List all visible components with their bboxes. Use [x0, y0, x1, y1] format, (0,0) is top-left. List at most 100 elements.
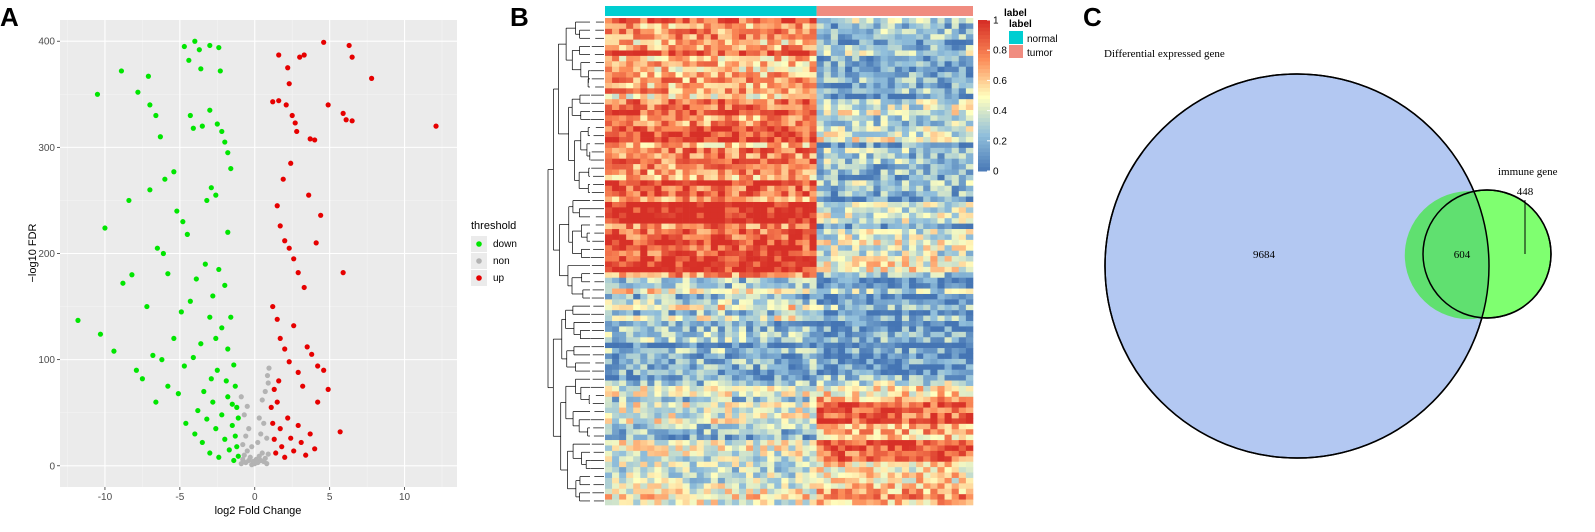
heatmap-cell — [696, 61, 705, 67]
heatmap-cell — [633, 39, 641, 46]
heatmap-cell — [767, 72, 775, 78]
heatmap-cell — [951, 88, 960, 95]
heatmap-cell — [866, 218, 874, 224]
heatmap-cell — [916, 239, 924, 246]
heatmap-cell — [661, 180, 669, 187]
heatmap-cell — [894, 385, 903, 392]
heatmap-cell — [930, 299, 938, 306]
heatmap-cell — [612, 369, 620, 376]
heatmap-cell — [958, 34, 967, 40]
heatmap-cell — [887, 164, 896, 170]
heatmap-cell — [880, 50, 888, 57]
heatmap-cell — [703, 429, 712, 435]
data-point-up — [340, 270, 346, 276]
heatmap-cell — [760, 93, 768, 100]
heatmap-cell — [795, 272, 803, 279]
heatmap-cell — [781, 364, 789, 371]
heatmap-cell — [916, 234, 924, 241]
heatmap-cell — [837, 164, 846, 170]
heatmap-cell — [944, 472, 952, 479]
heatmap-cell — [661, 55, 669, 62]
heatmap-cell — [767, 191, 775, 197]
heatmap-cell — [880, 234, 888, 241]
heatmap-cell — [866, 99, 874, 105]
heatmap-cell — [837, 256, 846, 262]
heatmap-cell — [951, 34, 960, 40]
heatmap-cell — [717, 315, 726, 322]
heatmap-cell — [731, 207, 740, 214]
heatmap-cell — [845, 169, 853, 176]
heatmap-cell — [746, 380, 754, 387]
heatmap-cell — [633, 472, 641, 479]
heatmap-cell — [809, 283, 817, 289]
data-point-down — [225, 229, 231, 235]
heatmap-cell — [930, 28, 938, 35]
heatmap-cell — [619, 50, 627, 57]
heatmap-cell — [816, 99, 825, 105]
heatmap-cell — [951, 407, 960, 414]
heatmap-cell — [753, 358, 761, 365]
heatmap-cell — [788, 142, 796, 149]
heatmap-cell — [788, 429, 796, 435]
heatmap-cell — [788, 423, 796, 430]
heatmap-cell — [944, 153, 952, 159]
heatmap-cell — [923, 218, 931, 224]
heatmap-cell — [802, 391, 810, 398]
heatmap-cell — [696, 115, 705, 122]
heatmap-cell — [873, 66, 881, 73]
heatmap-cell — [887, 23, 896, 30]
data-point-up — [313, 240, 319, 246]
heatmap-cell — [852, 234, 860, 241]
heatmap-cell — [654, 413, 662, 419]
heatmap-cell — [654, 153, 662, 159]
data-point-up — [286, 81, 292, 87]
heatmap-cell — [930, 450, 938, 457]
heatmap-cell — [661, 142, 669, 149]
heatmap-cell — [837, 272, 846, 279]
heatmap-cell — [788, 218, 796, 224]
heatmap-cell — [619, 299, 627, 306]
heatmap-cell — [647, 104, 655, 111]
heatmap-cell — [647, 477, 655, 484]
heatmap-cell — [887, 93, 896, 100]
heatmap-cell — [696, 342, 705, 349]
heatmap-cell — [619, 483, 627, 490]
heatmap-cell — [923, 147, 931, 154]
heatmap-cell — [654, 407, 662, 414]
heatmap-cell — [605, 391, 613, 398]
heatmap-cell — [823, 456, 832, 463]
heatmap-cell — [717, 445, 726, 452]
heatmap-cell — [951, 153, 960, 159]
heatmap-cell — [809, 153, 817, 159]
heatmap-cell — [731, 413, 740, 419]
heatmap-cell — [845, 131, 853, 138]
heatmap-cell — [845, 277, 853, 284]
data-point-down — [171, 169, 177, 175]
heatmap-cell — [703, 337, 712, 343]
heatmap-cell — [958, 66, 967, 73]
heatmap-cell — [731, 223, 740, 230]
heatmap-cell — [731, 212, 740, 219]
heatmap-cell — [823, 34, 832, 40]
data-point-down — [181, 43, 187, 50]
heatmap-cell — [816, 477, 825, 484]
heatmap-cell — [689, 207, 697, 214]
heatmap-cell — [767, 142, 775, 149]
heatmap-cell — [626, 201, 634, 208]
heatmap-cell — [909, 245, 917, 251]
heatmap-cell — [944, 223, 952, 230]
heatmap-cell — [760, 293, 768, 300]
heatmap-cell — [901, 429, 910, 435]
heatmap-cell — [767, 61, 775, 67]
heatmap-cell — [944, 245, 952, 251]
heatmap-cell — [724, 331, 733, 338]
heatmap-cell — [816, 104, 825, 111]
heatmap-cell — [619, 239, 627, 246]
heatmap-cell — [837, 50, 846, 57]
heatmap-cell — [633, 88, 641, 95]
heatmap-cell — [605, 34, 613, 40]
heatmap-cell — [916, 120, 924, 127]
heatmap-cell — [774, 50, 782, 57]
heatmap-cell — [605, 174, 613, 181]
heatmap-cell — [753, 109, 761, 116]
